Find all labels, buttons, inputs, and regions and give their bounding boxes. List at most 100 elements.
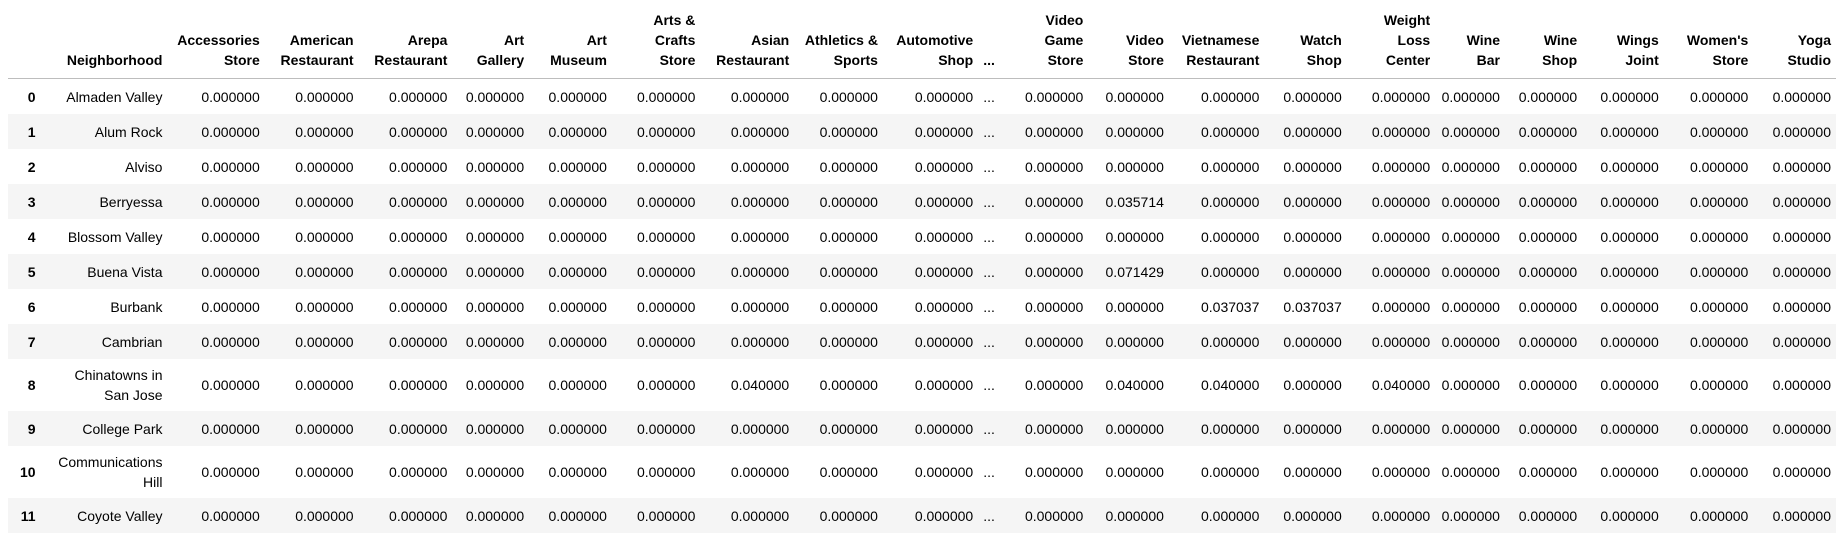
value-cell: 0.000000 xyxy=(819,298,878,315)
value-cell: 0.000000 xyxy=(1200,507,1260,524)
value-cell: 0.000000 xyxy=(636,377,696,393)
value-cell: 0.000000 xyxy=(1600,193,1659,210)
value-cell: 0.000000 xyxy=(548,507,607,524)
value-cell: 0.000000 xyxy=(389,464,448,480)
value-cell: 0.037037 xyxy=(1283,298,1342,315)
value-cell: 0.000000 xyxy=(1689,420,1749,437)
value-cell: 0.000000 xyxy=(636,88,696,105)
value-cell: 0.000000 xyxy=(1283,228,1342,245)
value-cell: 0.000000 xyxy=(1600,507,1659,524)
row-index: 9 xyxy=(27,420,36,437)
value-cell: 0.000000 xyxy=(636,464,696,480)
column-header: Wings Joint xyxy=(1582,6,1664,79)
value-cell: 0.000000 xyxy=(1772,420,1831,437)
value-cell: 0.000000 xyxy=(465,263,525,280)
value-cell: 0.000000 xyxy=(914,263,974,280)
ellipsis-cell: ... xyxy=(983,464,995,480)
value-cell: 0.000000 xyxy=(1772,88,1831,105)
value-cell: 0.000000 xyxy=(1689,158,1749,175)
value-cell: 0.000000 xyxy=(1105,88,1164,105)
value-cell: 0.000000 xyxy=(1371,507,1431,524)
column-header: Wine Shop xyxy=(1504,6,1583,79)
table-row: 5 Buena Vista 0.000000 0.000000 0.000000 0.00… xyxy=(8,254,1836,289)
value-cell: 0.000000 xyxy=(1518,420,1578,437)
value-cell: 0.000000 xyxy=(819,158,878,175)
value-cell: 0.000000 xyxy=(295,158,354,175)
value-cell: 0.000000 xyxy=(914,507,974,524)
value-cell: 0.000000 xyxy=(465,298,525,315)
value-cell: 0.000000 xyxy=(636,298,696,315)
column-header: Women's Store xyxy=(1663,6,1754,79)
value-cell: 0.000000 xyxy=(1024,298,1084,315)
value-cell: 0.040000 xyxy=(730,377,790,393)
table-row: 11 Coyote Valley 0.000000 0.000000 0.000000 0… xyxy=(8,498,1836,533)
ellipsis-cell: ... xyxy=(983,377,995,393)
value-cell: 0.000000 xyxy=(1772,377,1831,393)
value-cell: 0.000000 xyxy=(465,228,525,245)
value-cell: 0.000000 xyxy=(1441,88,1500,105)
value-cell: 0.000000 xyxy=(1024,88,1084,105)
column-header: Watch Shop xyxy=(1264,6,1347,79)
value-cell: 0.000000 xyxy=(914,88,974,105)
value-cell: 0.000000 xyxy=(1689,123,1749,140)
value-cell: 0.000000 xyxy=(1518,333,1578,350)
value-cell: 0.000000 xyxy=(389,420,448,437)
value-cell: 0.000000 xyxy=(548,298,607,315)
value-cell: 0.000000 xyxy=(465,193,525,210)
value-cell: 0.000000 xyxy=(819,88,878,105)
value-cell: 0.000000 xyxy=(636,420,696,437)
value-cell: 0.000000 xyxy=(1105,507,1164,524)
value-cell: 0.000000 xyxy=(1283,507,1342,524)
neighborhood-cell: Berryessa xyxy=(99,193,163,210)
value-cell: 0.000000 xyxy=(819,464,878,480)
value-cell: 0.000000 xyxy=(201,507,260,524)
value-cell: 0.000000 xyxy=(389,228,448,245)
neighborhood-cell: Blossom Valley xyxy=(67,228,163,245)
value-cell: 0.000000 xyxy=(1024,333,1084,350)
value-cell: 0.000000 xyxy=(1200,420,1260,437)
neighborhood-cell: Buena Vista xyxy=(87,263,163,280)
row-index: 11 xyxy=(20,507,36,524)
value-cell: 0.000000 xyxy=(548,158,607,175)
row-index: 7 xyxy=(27,333,36,350)
value-cell: 0.000000 xyxy=(1283,193,1342,210)
dataframe-table: Neighborhood Accessories Store American Re… xyxy=(8,6,1836,533)
value-cell: 0.040000 xyxy=(1371,377,1431,393)
value-cell: 0.000000 xyxy=(1024,158,1084,175)
table-row: 9 College Park 0.000000 0.000000 0.000000 0.0… xyxy=(8,411,1836,446)
value-cell: 0.000000 xyxy=(389,158,448,175)
table-row: 1 Alum Rock 0.000000 0.000000 0.000000 0.0000… xyxy=(8,114,1836,149)
value-cell: 0.000000 xyxy=(1200,123,1260,140)
value-cell: 0.000000 xyxy=(548,123,607,140)
value-cell: 0.000000 xyxy=(548,263,607,280)
value-cell: 0.000000 xyxy=(730,507,790,524)
value-cell: 0.000000 xyxy=(1600,298,1659,315)
value-cell: 0.000000 xyxy=(201,263,260,280)
value-cell: 0.000000 xyxy=(465,158,525,175)
table-row: 10 Communications Hill 0.000000 0.000000 0.0… xyxy=(8,446,1836,498)
value-cell: 0.000000 xyxy=(1441,420,1500,437)
value-cell: 0.000000 xyxy=(1024,228,1084,245)
ellipsis-cell: ... xyxy=(983,228,995,245)
column-header: Weight Loss Center xyxy=(1346,6,1436,79)
column-header: Arepa Restaurant xyxy=(358,6,453,79)
column-header: Athletics & Sports xyxy=(794,6,883,79)
value-cell: 0.000000 xyxy=(1518,263,1578,280)
value-cell: 0.040000 xyxy=(1105,377,1164,393)
value-cell: 0.000000 xyxy=(1689,193,1749,210)
value-cell: 0.000000 xyxy=(1772,507,1831,524)
value-cell: 0.000000 xyxy=(1024,263,1084,280)
column-header: Yoga Studio xyxy=(1753,6,1836,79)
value-cell: 0.000000 xyxy=(1200,88,1260,105)
column-header: American Restaurant xyxy=(264,6,359,79)
value-cell: 0.000000 xyxy=(1441,507,1500,524)
value-cell: 0.000000 xyxy=(1441,228,1500,245)
column-header: Video Store xyxy=(1088,6,1169,79)
value-cell: 0.000000 xyxy=(1371,263,1431,280)
value-cell: 0.000000 xyxy=(1105,298,1164,315)
ellipsis-cell: ... xyxy=(983,158,995,175)
ellipsis-cell: ... xyxy=(983,333,995,350)
value-cell: 0.000000 xyxy=(389,377,448,393)
row-index: 1 xyxy=(27,123,36,140)
value-cell: 0.000000 xyxy=(201,298,260,315)
